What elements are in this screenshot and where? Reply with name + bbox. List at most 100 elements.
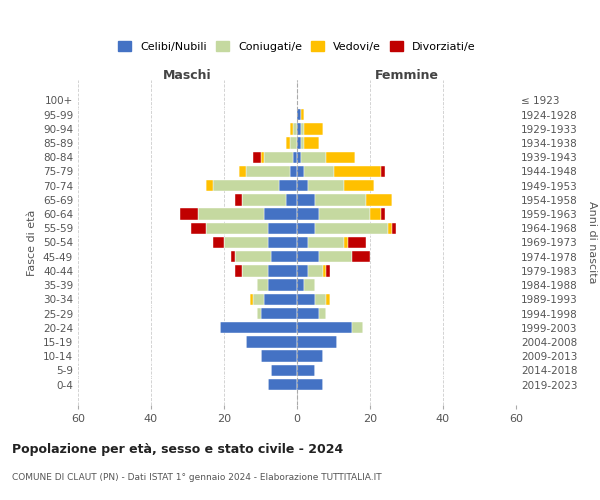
Bar: [260, 350, 297, 362]
Bar: [286, 138, 290, 149]
Bar: [213, 237, 224, 248]
Bar: [242, 265, 268, 276]
Bar: [301, 123, 304, 134]
Bar: [319, 251, 352, 262]
Bar: [334, 166, 381, 177]
Bar: [344, 180, 374, 192]
Bar: [297, 138, 301, 149]
Bar: [224, 237, 268, 248]
Bar: [344, 237, 348, 248]
Bar: [381, 208, 385, 220]
Bar: [279, 180, 297, 192]
Bar: [301, 152, 326, 163]
Bar: [301, 138, 304, 149]
Bar: [235, 194, 242, 205]
Bar: [297, 123, 301, 134]
Bar: [297, 379, 323, 390]
Bar: [319, 208, 370, 220]
Bar: [235, 251, 271, 262]
Bar: [326, 294, 330, 305]
Bar: [268, 379, 297, 390]
Bar: [297, 166, 304, 177]
Bar: [297, 109, 301, 120]
Y-axis label: Anni di nascita: Anni di nascita: [587, 201, 597, 284]
Bar: [268, 265, 297, 276]
Bar: [370, 208, 381, 220]
Bar: [239, 166, 246, 177]
Bar: [297, 222, 315, 234]
Bar: [260, 152, 264, 163]
Bar: [297, 180, 308, 192]
Bar: [290, 166, 297, 177]
Bar: [326, 152, 355, 163]
Bar: [315, 294, 326, 305]
Bar: [392, 222, 395, 234]
Bar: [381, 166, 385, 177]
Bar: [250, 294, 253, 305]
Bar: [290, 138, 297, 149]
Bar: [297, 208, 319, 220]
Legend: Celibi/Nubili, Coniugati/e, Vedovi/e, Divorziati/e: Celibi/Nubili, Coniugati/e, Vedovi/e, Di…: [114, 37, 480, 56]
Bar: [304, 123, 323, 134]
Bar: [367, 194, 392, 205]
Bar: [246, 166, 290, 177]
Bar: [268, 237, 297, 248]
Bar: [253, 152, 260, 163]
Bar: [308, 180, 344, 192]
Bar: [352, 251, 370, 262]
Bar: [257, 308, 260, 319]
Bar: [293, 123, 297, 134]
Bar: [260, 308, 297, 319]
Bar: [271, 364, 297, 376]
Bar: [232, 251, 235, 262]
Bar: [297, 308, 319, 319]
Bar: [246, 336, 297, 347]
Bar: [264, 152, 293, 163]
Bar: [297, 280, 304, 291]
Bar: [388, 222, 392, 234]
Bar: [286, 194, 297, 205]
Bar: [297, 251, 319, 262]
Bar: [220, 322, 297, 334]
Text: Maschi: Maschi: [163, 69, 212, 82]
Bar: [297, 265, 308, 276]
Bar: [297, 350, 323, 362]
Bar: [235, 265, 242, 276]
Bar: [242, 194, 286, 205]
Bar: [308, 237, 344, 248]
Bar: [315, 194, 367, 205]
Bar: [268, 222, 297, 234]
Bar: [180, 208, 199, 220]
Bar: [308, 265, 323, 276]
Text: Femmine: Femmine: [374, 69, 439, 82]
Bar: [290, 123, 293, 134]
Bar: [297, 152, 301, 163]
Bar: [319, 308, 326, 319]
Bar: [304, 138, 319, 149]
Bar: [268, 280, 297, 291]
Bar: [348, 237, 367, 248]
Bar: [304, 280, 315, 291]
Bar: [253, 294, 264, 305]
Bar: [264, 294, 297, 305]
Y-axis label: Fasce di età: Fasce di età: [28, 210, 37, 276]
Bar: [297, 194, 315, 205]
Bar: [323, 265, 326, 276]
Bar: [213, 180, 279, 192]
Bar: [297, 294, 315, 305]
Bar: [271, 251, 297, 262]
Bar: [191, 222, 206, 234]
Bar: [257, 280, 268, 291]
Text: Popolazione per età, sesso e stato civile - 2024: Popolazione per età, sesso e stato civil…: [12, 442, 343, 456]
Bar: [301, 109, 304, 120]
Text: COMUNE DI CLAUT (PN) - Dati ISTAT 1° gennaio 2024 - Elaborazione TUTTITALIA.IT: COMUNE DI CLAUT (PN) - Dati ISTAT 1° gen…: [12, 472, 382, 482]
Bar: [293, 152, 297, 163]
Bar: [199, 208, 264, 220]
Bar: [264, 208, 297, 220]
Bar: [352, 322, 362, 334]
Bar: [206, 180, 213, 192]
Bar: [297, 364, 315, 376]
Bar: [297, 237, 308, 248]
Bar: [326, 265, 330, 276]
Bar: [206, 222, 268, 234]
